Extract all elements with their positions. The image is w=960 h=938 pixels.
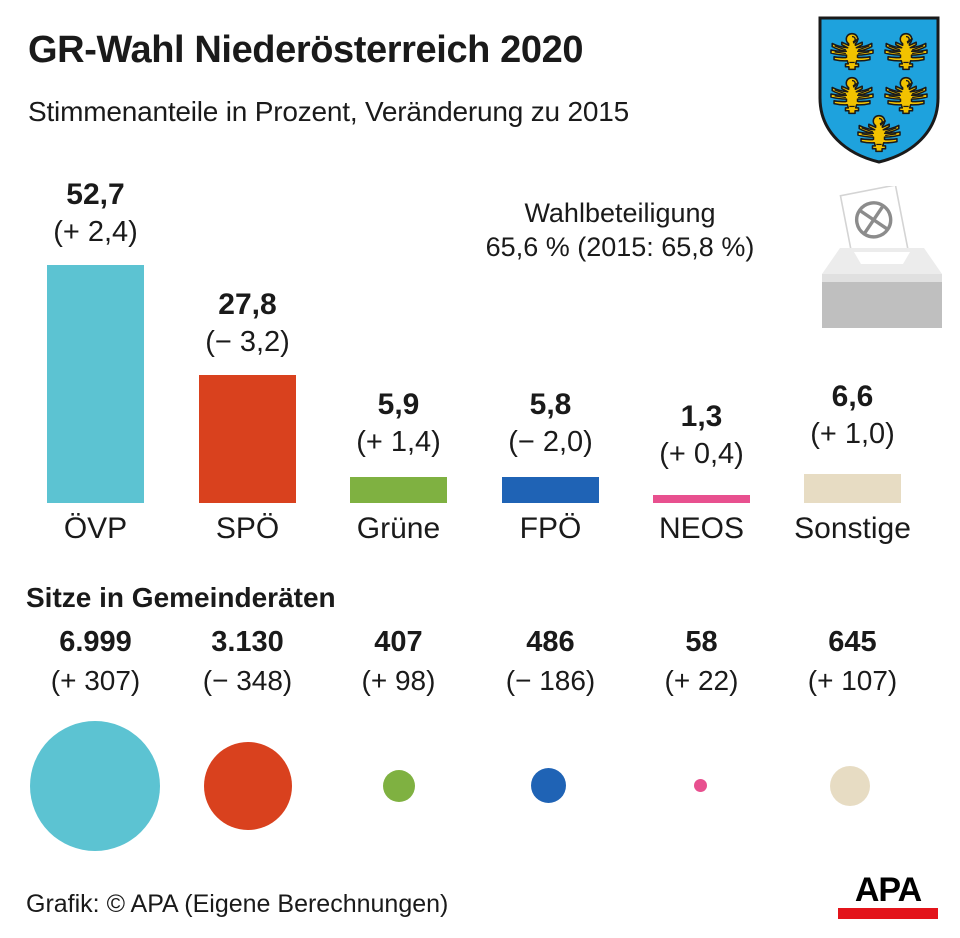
bar-value-spo: 27,8 <box>218 288 277 321</box>
seat-value-fpo: 486 <box>526 626 575 658</box>
apa-logo-bar <box>838 908 938 919</box>
bar-rect-fpo <box>502 477 599 503</box>
bar-rect-spo <box>199 375 296 503</box>
seat-bubble-wrap-ovp <box>20 716 171 861</box>
vote-share-bar-chart: 52,7 (+ 2,4) ÖVP 27,8 (− 3,2) SPÖ 5,9 (+… <box>20 0 928 560</box>
party-column-sonstige: 6,6 (+ 1,0) Sonstige <box>777 0 928 560</box>
seats-section-heading: Sitze in Gemeinderäten <box>26 582 336 613</box>
seat-change-neos: (+ 22) <box>664 665 739 696</box>
seat-change-spo: (− 348) <box>202 665 293 696</box>
bar-value-neos: 1,3 <box>680 400 723 433</box>
seat-bubble-spo <box>204 742 292 830</box>
bar-value-gruene: 5,9 <box>377 388 420 421</box>
seat-bubble-fpo <box>531 768 566 803</box>
seat-bubble-ovp <box>30 721 160 851</box>
seat-value-gruene: 407 <box>374 626 423 658</box>
bar-change-neos: (+ 0,4) <box>659 438 744 470</box>
page-subtitle: Stimmenanteile in Prozent, Veränderung z… <box>28 96 629 127</box>
seat-bubble-sonstige <box>830 766 870 806</box>
apa-logo-text: APA <box>854 871 922 909</box>
bar-value-ovp: 52,7 <box>66 178 125 211</box>
turnout-label: Wahlbeteiligung <box>524 198 716 228</box>
seat-value-ovp: 6.999 <box>59 626 132 658</box>
seat-change-sonstige: (+ 107) <box>807 665 898 696</box>
seat-change-fpo: (− 186) <box>505 665 596 696</box>
bar-change-sonstige: (+ 1,0) <box>810 418 895 450</box>
bar-label-neos: NEOS <box>658 512 745 545</box>
bar-rect-ovp <box>47 265 144 503</box>
bar-rect-gruene <box>350 477 447 503</box>
party-column-spo: 27,8 (− 3,2) SPÖ <box>172 0 323 560</box>
bar-label-gruene: Grüne <box>356 512 441 545</box>
seat-bubble-wrap-spo <box>172 716 323 861</box>
bar-rect-sonstige <box>804 474 901 503</box>
bar-label-fpo: FPÖ <box>519 512 582 545</box>
party-column-neos: 1,3 (+ 0,4) NEOS <box>626 0 777 560</box>
bar-value-sonstige: 6,6 <box>831 380 874 413</box>
seat-bubble-wrap-fpo <box>475 716 626 861</box>
bar-value-fpo: 5,8 <box>529 388 572 421</box>
bar-label-sonstige: Sonstige <box>794 512 911 545</box>
turnout-block: Wahlbeteiligung 65,6 % (2015: 65,8 %) <box>430 196 810 264</box>
seat-value-spo: 3.130 <box>211 626 284 658</box>
seat-bubble-gruene <box>383 770 415 802</box>
lower-austria-coat-of-arms-icon <box>816 14 942 166</box>
party-column-gruene: 5,9 (+ 1,4) Grüne <box>323 0 474 560</box>
bar-change-gruene: (+ 1,4) <box>356 426 441 458</box>
party-column-ovp: 52,7 (+ 2,4) ÖVP <box>20 0 171 560</box>
bar-change-ovp: (+ 2,4) <box>53 216 138 248</box>
seat-bubble-wrap-gruene <box>323 716 474 861</box>
bar-change-spo: (− 3,2) <box>205 326 290 358</box>
seat-bubble-wrap-neos <box>626 716 777 861</box>
seat-change-ovp: (+ 307) <box>50 665 141 696</box>
bar-rect-neos <box>653 495 750 503</box>
seat-value-neos: 58 <box>685 626 718 658</box>
graphic-credit: Grafik: © APA (Eigene Berechnungen) <box>26 890 449 918</box>
bar-label-spo: SPÖ <box>215 512 280 545</box>
apa-logo: APA <box>838 872 938 920</box>
turnout-value: 65,6 % (2015: 65,8 %) <box>485 232 755 262</box>
seat-value-sonstige: 645 <box>828 626 877 658</box>
bar-label-ovp: ÖVP <box>63 512 128 545</box>
seat-change-gruene: (+ 98) <box>361 665 436 696</box>
party-column-fpo: 5,8 (− 2,0) FPÖ <box>475 0 626 560</box>
bar-change-fpo: (− 2,0) <box>508 426 593 458</box>
seat-bubble-neos <box>694 779 707 792</box>
seat-bubble-wrap-sonstige <box>777 716 928 861</box>
ballot-box-icon <box>808 184 956 328</box>
page-title: GR-Wahl Niederösterreich 2020 <box>28 29 584 71</box>
